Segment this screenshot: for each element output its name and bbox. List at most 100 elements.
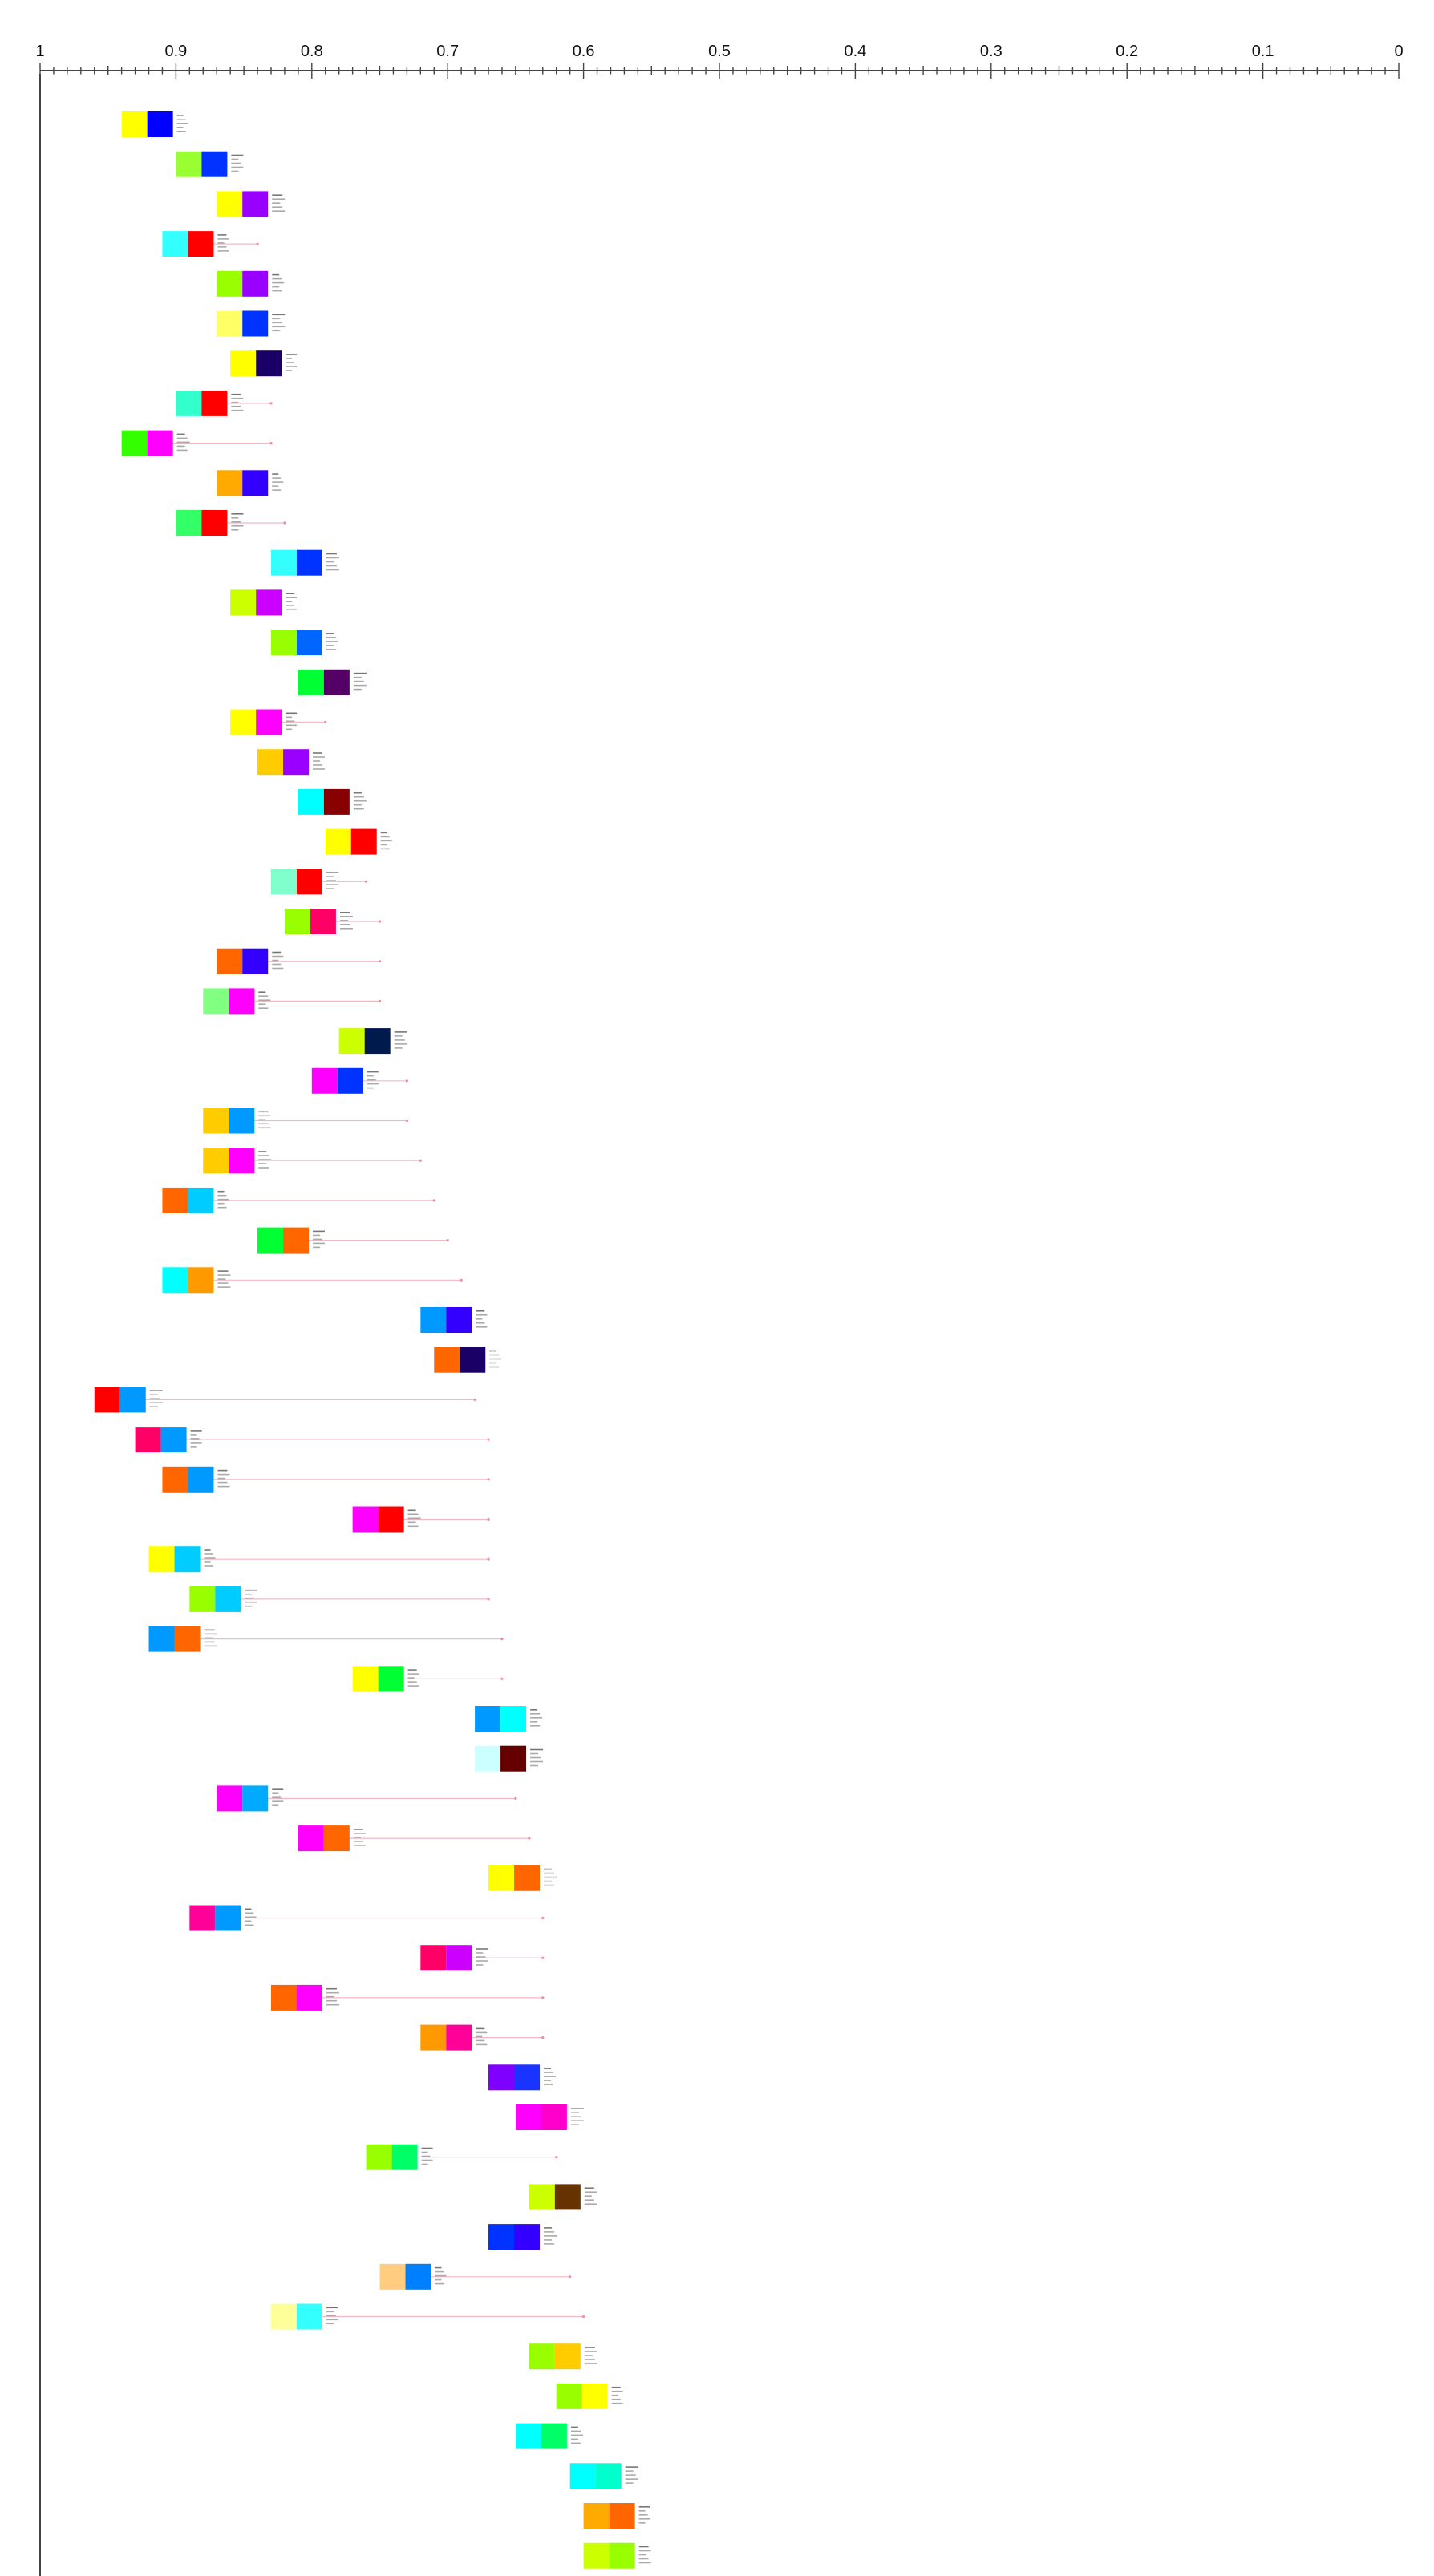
tiny-label-mark (407, 1513, 419, 1516)
tiny-label-mark (367, 1075, 374, 1077)
tiny-label-mark (286, 720, 295, 723)
color-swatch-left (311, 1067, 338, 1094)
tiny-label-mark (272, 290, 282, 292)
tiny-label-mark (476, 2039, 485, 2042)
tiny-label-mark (217, 1477, 225, 1480)
tiny-label-mark (258, 1167, 269, 1169)
tiny-label-mark (326, 2323, 334, 2325)
color-swatch-right (378, 1506, 404, 1533)
color-swatch-right (229, 988, 255, 1015)
x-axis-tick-label: 0 (1394, 43, 1403, 60)
tiny-label-mark (231, 158, 239, 160)
tiny-label-mark (217, 238, 229, 240)
tiny-label-mark (149, 1394, 158, 1395)
tiny-label-mark (421, 2147, 433, 2149)
plot-item (270, 869, 368, 895)
tiny-label-mark (231, 517, 239, 519)
tiny-label-mark (326, 2311, 334, 2313)
color-swatch-right (609, 2542, 635, 2569)
tiny-label-mark (286, 370, 293, 371)
color-swatch-right (256, 350, 282, 377)
tiny-label-mark (245, 1605, 253, 1607)
tiny-label-mark (272, 198, 286, 200)
tiny-label-mark (584, 2195, 592, 2197)
range-end-dot (419, 1159, 422, 1162)
tiny-label-mark (611, 2390, 623, 2392)
range-end-dot (364, 880, 368, 883)
color-swatch-left (420, 1307, 447, 1333)
range-end-dot (446, 1239, 449, 1242)
tiny-label-mark (231, 405, 241, 407)
tiny-label-mark (272, 210, 286, 212)
plot-item (189, 1586, 490, 1612)
tiny-label-mark (421, 2163, 428, 2165)
tiny-label-mark (176, 433, 185, 435)
tiny-label-mark (570, 2426, 578, 2428)
plot-item (475, 1706, 543, 1732)
tiny-label-mark (272, 489, 282, 491)
tiny-label-mark (476, 1310, 485, 1312)
plot-item (488, 2064, 557, 2091)
tiny-label-mark (476, 1952, 484, 1954)
tiny-label-mark (638, 2514, 648, 2516)
color-swatch-right (446, 1945, 472, 1971)
color-swatch-left (217, 470, 243, 496)
tiny-label-mark (530, 1709, 538, 1711)
tiny-label-mark (326, 2315, 336, 2317)
tiny-label-mark (407, 1677, 415, 1679)
tiny-label-mark (584, 2363, 598, 2364)
plot-item (352, 1506, 490, 1533)
x-axis-tick-label: 0.7 (436, 43, 459, 60)
tiny-label-mark (353, 684, 367, 687)
tiny-label-mark (570, 2116, 581, 2117)
tiny-label-mark (530, 1752, 539, 1755)
tiny-label-mark (380, 840, 392, 842)
tiny-label-mark (190, 1434, 197, 1436)
tiny-label-mark (367, 1079, 376, 1081)
tiny-label-mark (286, 366, 298, 367)
tiny-label-mark (353, 1845, 366, 1846)
tiny-label-mark (231, 154, 244, 156)
tiny-label-mark (176, 115, 184, 116)
tiny-label-mark (217, 1282, 229, 1284)
color-swatch-right (242, 1785, 269, 1812)
plot-item (162, 1466, 490, 1493)
plot-item (217, 310, 286, 337)
color-swatch-right (242, 191, 269, 217)
color-swatch-right (188, 231, 214, 257)
tiny-label-mark (570, 2430, 581, 2432)
tiny-label-mark (353, 804, 362, 806)
tiny-label-mark (638, 2562, 651, 2564)
tiny-label-mark (176, 441, 190, 444)
plot-item (569, 2463, 638, 2489)
plot-item (217, 270, 285, 297)
color-swatch-left (257, 749, 284, 776)
tiny-label-mark (258, 1163, 267, 1164)
plot-item (488, 2224, 557, 2250)
tiny-label-mark (204, 1641, 215, 1643)
tiny-label-mark (326, 888, 334, 889)
tiny-label-mark (407, 1517, 421, 1520)
tiny-label-mark (326, 2003, 339, 2006)
tiny-label-mark (326, 1999, 337, 2002)
tiny-label-mark (435, 2266, 442, 2269)
color-swatch-right (323, 669, 350, 695)
tiny-label-mark (476, 1964, 484, 1966)
tiny-label-mark (231, 166, 244, 168)
color-swatch-left (162, 1267, 188, 1294)
color-swatch-right (391, 2144, 418, 2170)
tiny-label-mark (570, 2120, 584, 2121)
color-swatch-right (188, 1466, 214, 1493)
tiny-label-mark (176, 119, 186, 120)
tiny-label-mark (272, 277, 282, 280)
tiny-label-mark (584, 2347, 595, 2348)
tiny-label-mark (217, 1481, 228, 1484)
tiny-label-mark (353, 1833, 366, 1834)
color-swatch-right (174, 1546, 201, 1573)
tiny-label-mark (544, 2068, 552, 2069)
tiny-label-mark (217, 250, 229, 252)
tiny-label-mark (217, 1198, 229, 1201)
tiny-label-mark (544, 2235, 557, 2237)
tiny-label-mark (258, 1003, 266, 1005)
color-swatch-left (529, 2343, 555, 2370)
